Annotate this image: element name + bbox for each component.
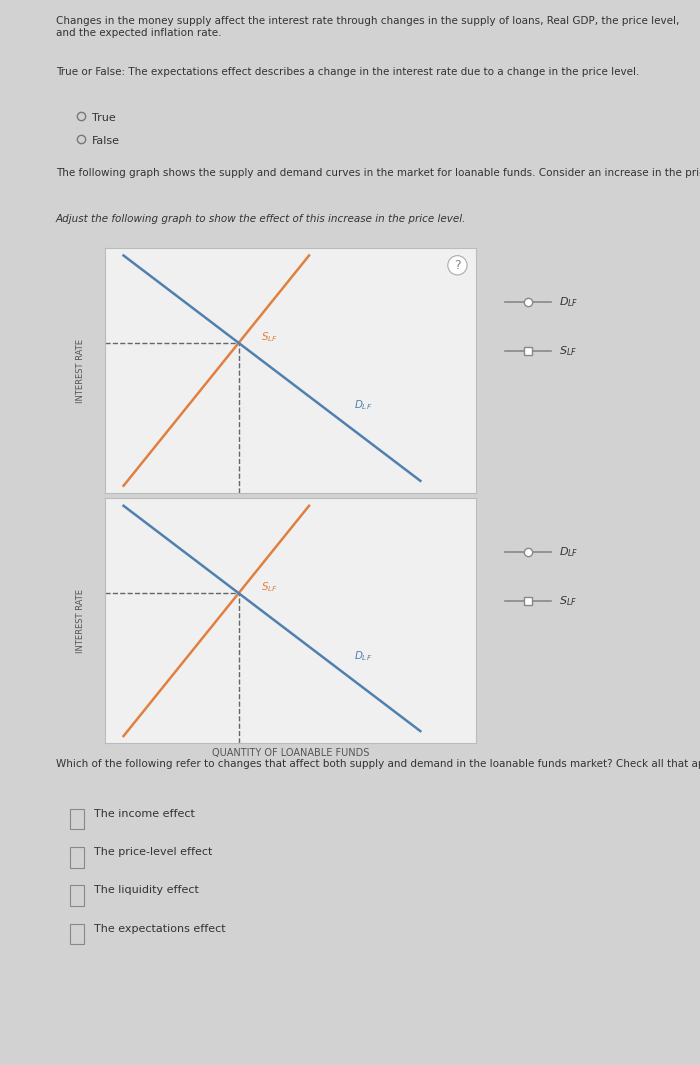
Bar [70, 923, 84, 945]
Text: Which of the following refer to changes that affect both supply and demand in th: Which of the following refer to changes … [56, 759, 700, 769]
Text: The income effect: The income effect [94, 808, 195, 819]
Text: $D_{LF}$: $D_{LF}$ [354, 398, 372, 412]
Text: Adjust the following graph to show the effect of this increase in the price leve: Adjust the following graph to show the e… [56, 214, 466, 224]
Text: False: False [92, 135, 120, 146]
Text: INTEREST RATE: INTEREST RATE [76, 339, 85, 403]
Text: $S_{LF}$: $S_{LF}$ [559, 344, 577, 358]
Text: $D_{LF}$: $D_{LF}$ [559, 545, 578, 559]
Bar [70, 847, 84, 868]
X-axis label: QUANTITY OF LOANABLE FUNDS: QUANTITY OF LOANABLE FUNDS [212, 748, 369, 757]
Text: $S_{LF}$: $S_{LF}$ [559, 594, 577, 608]
Text: Changes in the money supply affect the interest rate through changes in the supp: Changes in the money supply affect the i… [56, 16, 680, 37]
Bar [70, 885, 84, 906]
Text: INTEREST RATE: INTEREST RATE [76, 589, 85, 653]
Text: $S_{LF}$: $S_{LF}$ [261, 330, 278, 344]
Text: True: True [92, 113, 116, 122]
Text: The expectations effect: The expectations effect [94, 923, 226, 934]
Bar [70, 808, 84, 830]
Text: $S_{LF}$: $S_{LF}$ [261, 580, 278, 594]
Text: The following graph shows the supply and demand curves in the market for loanabl: The following graph shows the supply and… [56, 168, 700, 178]
Text: True or False: The expectations effect describes a change in the interest rate d: True or False: The expectations effect d… [56, 67, 639, 77]
Text: The liquidity effect: The liquidity effect [94, 885, 199, 896]
Text: ?: ? [454, 259, 461, 272]
Text: The price-level effect: The price-level effect [94, 847, 213, 857]
Text: $D_{LF}$: $D_{LF}$ [354, 649, 372, 662]
Text: $D_{LF}$: $D_{LF}$ [559, 295, 578, 309]
